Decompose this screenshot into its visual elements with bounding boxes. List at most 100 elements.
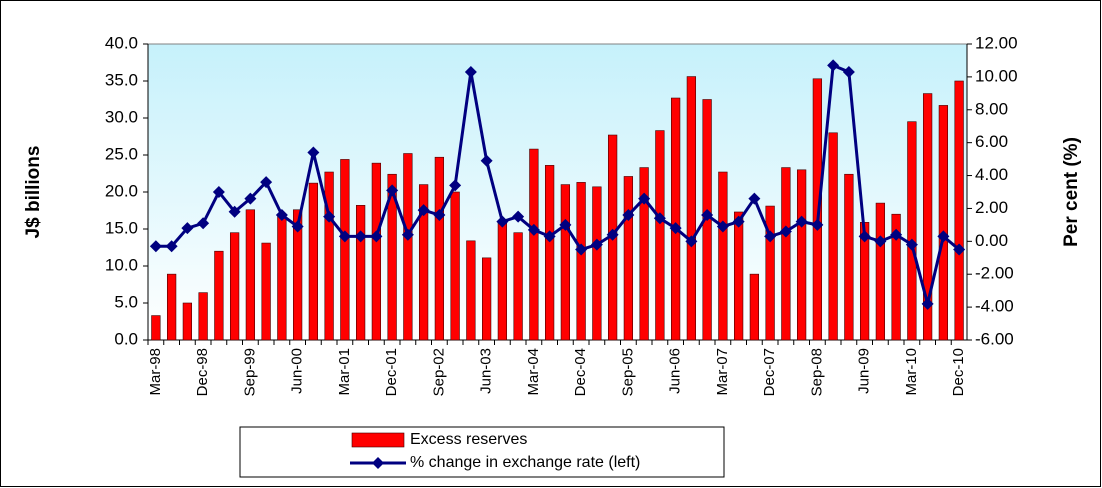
line-marker [890,228,903,241]
line-marker [433,209,446,222]
y2-tick-label: 12.00 [975,33,1018,52]
y-tick-label: 15.0 [105,218,138,237]
bar [292,209,303,341]
bar [828,132,838,341]
x-tick-label: Mar-98 [147,348,164,396]
x-tick-label: Jun-06 [667,348,684,394]
line-marker [228,205,241,218]
x-tick-label: Mar-07 [714,348,731,396]
line-marker [811,218,824,231]
x-tick-label: Mar-04 [525,348,542,396]
line-marker [464,65,477,78]
bar [340,159,350,341]
line-marker [543,230,556,243]
legend-label: Excess reserves [410,431,527,448]
line-marker [638,192,651,205]
bar [891,213,901,341]
line-marker [197,217,210,230]
line-marker [874,235,887,248]
bar [198,292,208,341]
y2-axis-title: Per cent (%) [1061,137,1082,247]
line-marker [401,228,414,241]
y2-tick-label: 10.00 [975,66,1018,85]
y-tick-label: 30.0 [105,107,138,126]
line-marker [386,184,399,197]
y-tick-label: 25.0 [105,144,138,163]
bar [938,105,949,341]
line-marker [622,209,635,222]
line-marker [527,223,540,236]
y2-tick-label: -4.00 [975,297,1014,316]
bar [513,232,523,341]
bar [481,257,492,341]
bar [229,232,240,341]
line-marker [370,230,383,243]
y2-tick-label: -6.00 [975,329,1014,348]
bar [749,273,760,341]
bar [418,184,429,341]
bar [765,205,775,341]
bar [623,176,634,341]
bar [245,209,256,341]
x-tick-label: Jun-00 [289,348,306,394]
x-tick-label: Sep-99 [241,348,258,396]
line-marker [323,210,336,223]
bar [355,205,366,341]
bar [655,130,665,341]
line-marker [449,179,462,192]
line-marker [669,222,682,235]
bar [844,173,854,341]
y2-tick-label: 8.00 [975,99,1008,118]
line-marker [701,209,714,222]
line-marker [779,225,792,238]
bar [151,315,161,341]
line-marker [354,230,367,243]
x-tick-label: Sep-05 [619,348,636,396]
bar [261,242,271,341]
bar [812,78,823,341]
line [155,63,961,305]
line-marker [606,228,619,241]
line-marker [275,209,288,222]
line-marker [338,230,351,243]
bar [324,171,334,341]
line-marker [716,220,729,233]
line-marker [480,154,493,167]
bar [733,211,744,341]
bar [497,221,508,341]
y2-tick-label: 2.00 [975,198,1008,217]
y2-tick-label: 6.00 [975,132,1008,151]
x-tick-label: Jun-03 [478,348,495,394]
x-tick-label: Mar-01 [336,348,353,396]
y-tick-label: 20.0 [105,181,138,200]
line-marker [291,220,304,233]
line-marker [685,235,698,248]
y-tick-label: 40.0 [105,33,138,52]
legend-label: % change in exchange rate (left) [410,454,640,471]
line-marker [905,238,918,251]
line-marker [512,210,525,223]
x-tick-label: Dec-07 [761,348,778,396]
line-marker [181,222,194,235]
bar [718,171,728,341]
line-marker [827,59,840,72]
line-marker [858,230,871,243]
bar [922,93,933,341]
line-marker [653,212,666,225]
line-marker [212,186,225,198]
x-tick-label: Sep-02 [430,348,447,396]
bar [670,97,681,341]
line-marker [149,240,162,253]
line-marker [921,297,934,310]
x-tick-label: Dec-10 [950,348,967,396]
line-marker [590,238,603,251]
bar [875,202,886,341]
line-marker [842,65,855,78]
legend-marker [372,457,384,469]
line-marker [559,218,572,231]
x-tick-label: Mar-10 [903,348,920,396]
line-marker [417,204,430,217]
y2-tick-label: -2.00 [975,264,1014,283]
legend-swatch [351,432,405,448]
